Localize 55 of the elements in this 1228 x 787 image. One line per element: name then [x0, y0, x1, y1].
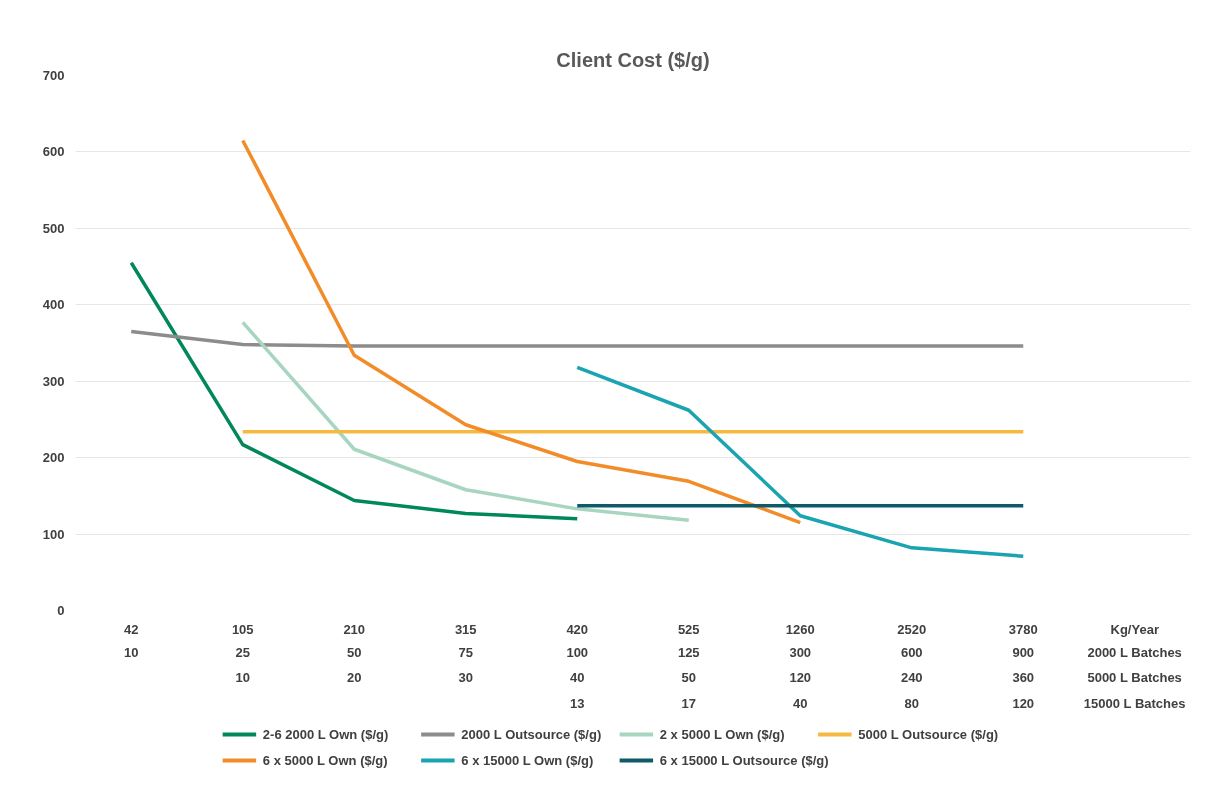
text: 10	[235, 670, 250, 685]
text: 125	[677, 645, 700, 660]
line-series	[129, 261, 579, 521]
x-tick-label: 210	[343, 621, 366, 637]
x-tick-label: 315	[454, 621, 477, 637]
line-series	[241, 138, 802, 525]
y-tick-label: 500	[42, 220, 65, 236]
y-tick-label: 600	[42, 144, 65, 160]
legend-label: 6 x 5000 L Own ($/g)	[262, 753, 388, 768]
y-tick-label: 0	[57, 603, 65, 618]
x-tick-label: 42	[124, 621, 139, 637]
text: 13	[570, 696, 585, 711]
text: 300	[789, 645, 812, 660]
text: 600	[900, 645, 923, 660]
text: 80	[904, 696, 919, 711]
y-tick-label: 200	[42, 450, 65, 466]
text: 25	[235, 645, 250, 660]
line-series	[241, 320, 691, 523]
text: 2000 L Batches	[1087, 645, 1182, 660]
text: 17	[681, 696, 696, 711]
text: 30	[458, 670, 473, 685]
text: 15000 L Batches	[1083, 696, 1186, 711]
text: 75	[458, 645, 473, 660]
text: 120	[1012, 696, 1035, 711]
text: 40	[793, 696, 808, 711]
x-axis-title: Kg/Year	[1110, 621, 1159, 637]
legend-label: 6 x 15000 L Own ($/g)	[461, 753, 594, 768]
x-tick-label: 2520	[897, 621, 927, 637]
text: 10	[124, 645, 139, 660]
legend-label: 5000 L Outsource ($/g)	[858, 727, 999, 742]
chart-title: Client Cost ($/g)	[556, 48, 710, 71]
text: 5000 L Batches	[1087, 670, 1182, 685]
text: 100	[566, 645, 589, 660]
legend-label: 2000 L Outsource ($/g)	[461, 727, 602, 742]
text: 120	[789, 670, 812, 685]
text: 240	[900, 670, 923, 685]
text: 900	[1012, 645, 1035, 660]
x-tick-label: 3780	[1008, 621, 1038, 637]
legend-label: 2 x 5000 L Own ($/g)	[659, 727, 785, 742]
text: 360	[1012, 670, 1035, 685]
x-tick-label: 525	[677, 621, 700, 637]
text: 20	[347, 670, 362, 685]
y-tick-label: 300	[42, 373, 65, 389]
x-tick-label: 420	[566, 621, 589, 637]
y-tick-label: 400	[42, 297, 65, 313]
x-tick-label: 105	[231, 621, 254, 637]
text: 50	[681, 670, 696, 685]
text: 50	[347, 645, 362, 660]
legend-label: 2-6 2000 L Own ($/g)	[262, 727, 389, 742]
y-tick-label: 100	[42, 526, 65, 542]
text: 40	[570, 670, 585, 685]
x-tick-label: 1260	[785, 621, 815, 637]
legend-label: 6 x 15000 L Outsource ($/g)	[659, 753, 829, 768]
line-series	[575, 365, 1025, 558]
y-tick-label: 700	[42, 68, 65, 83]
